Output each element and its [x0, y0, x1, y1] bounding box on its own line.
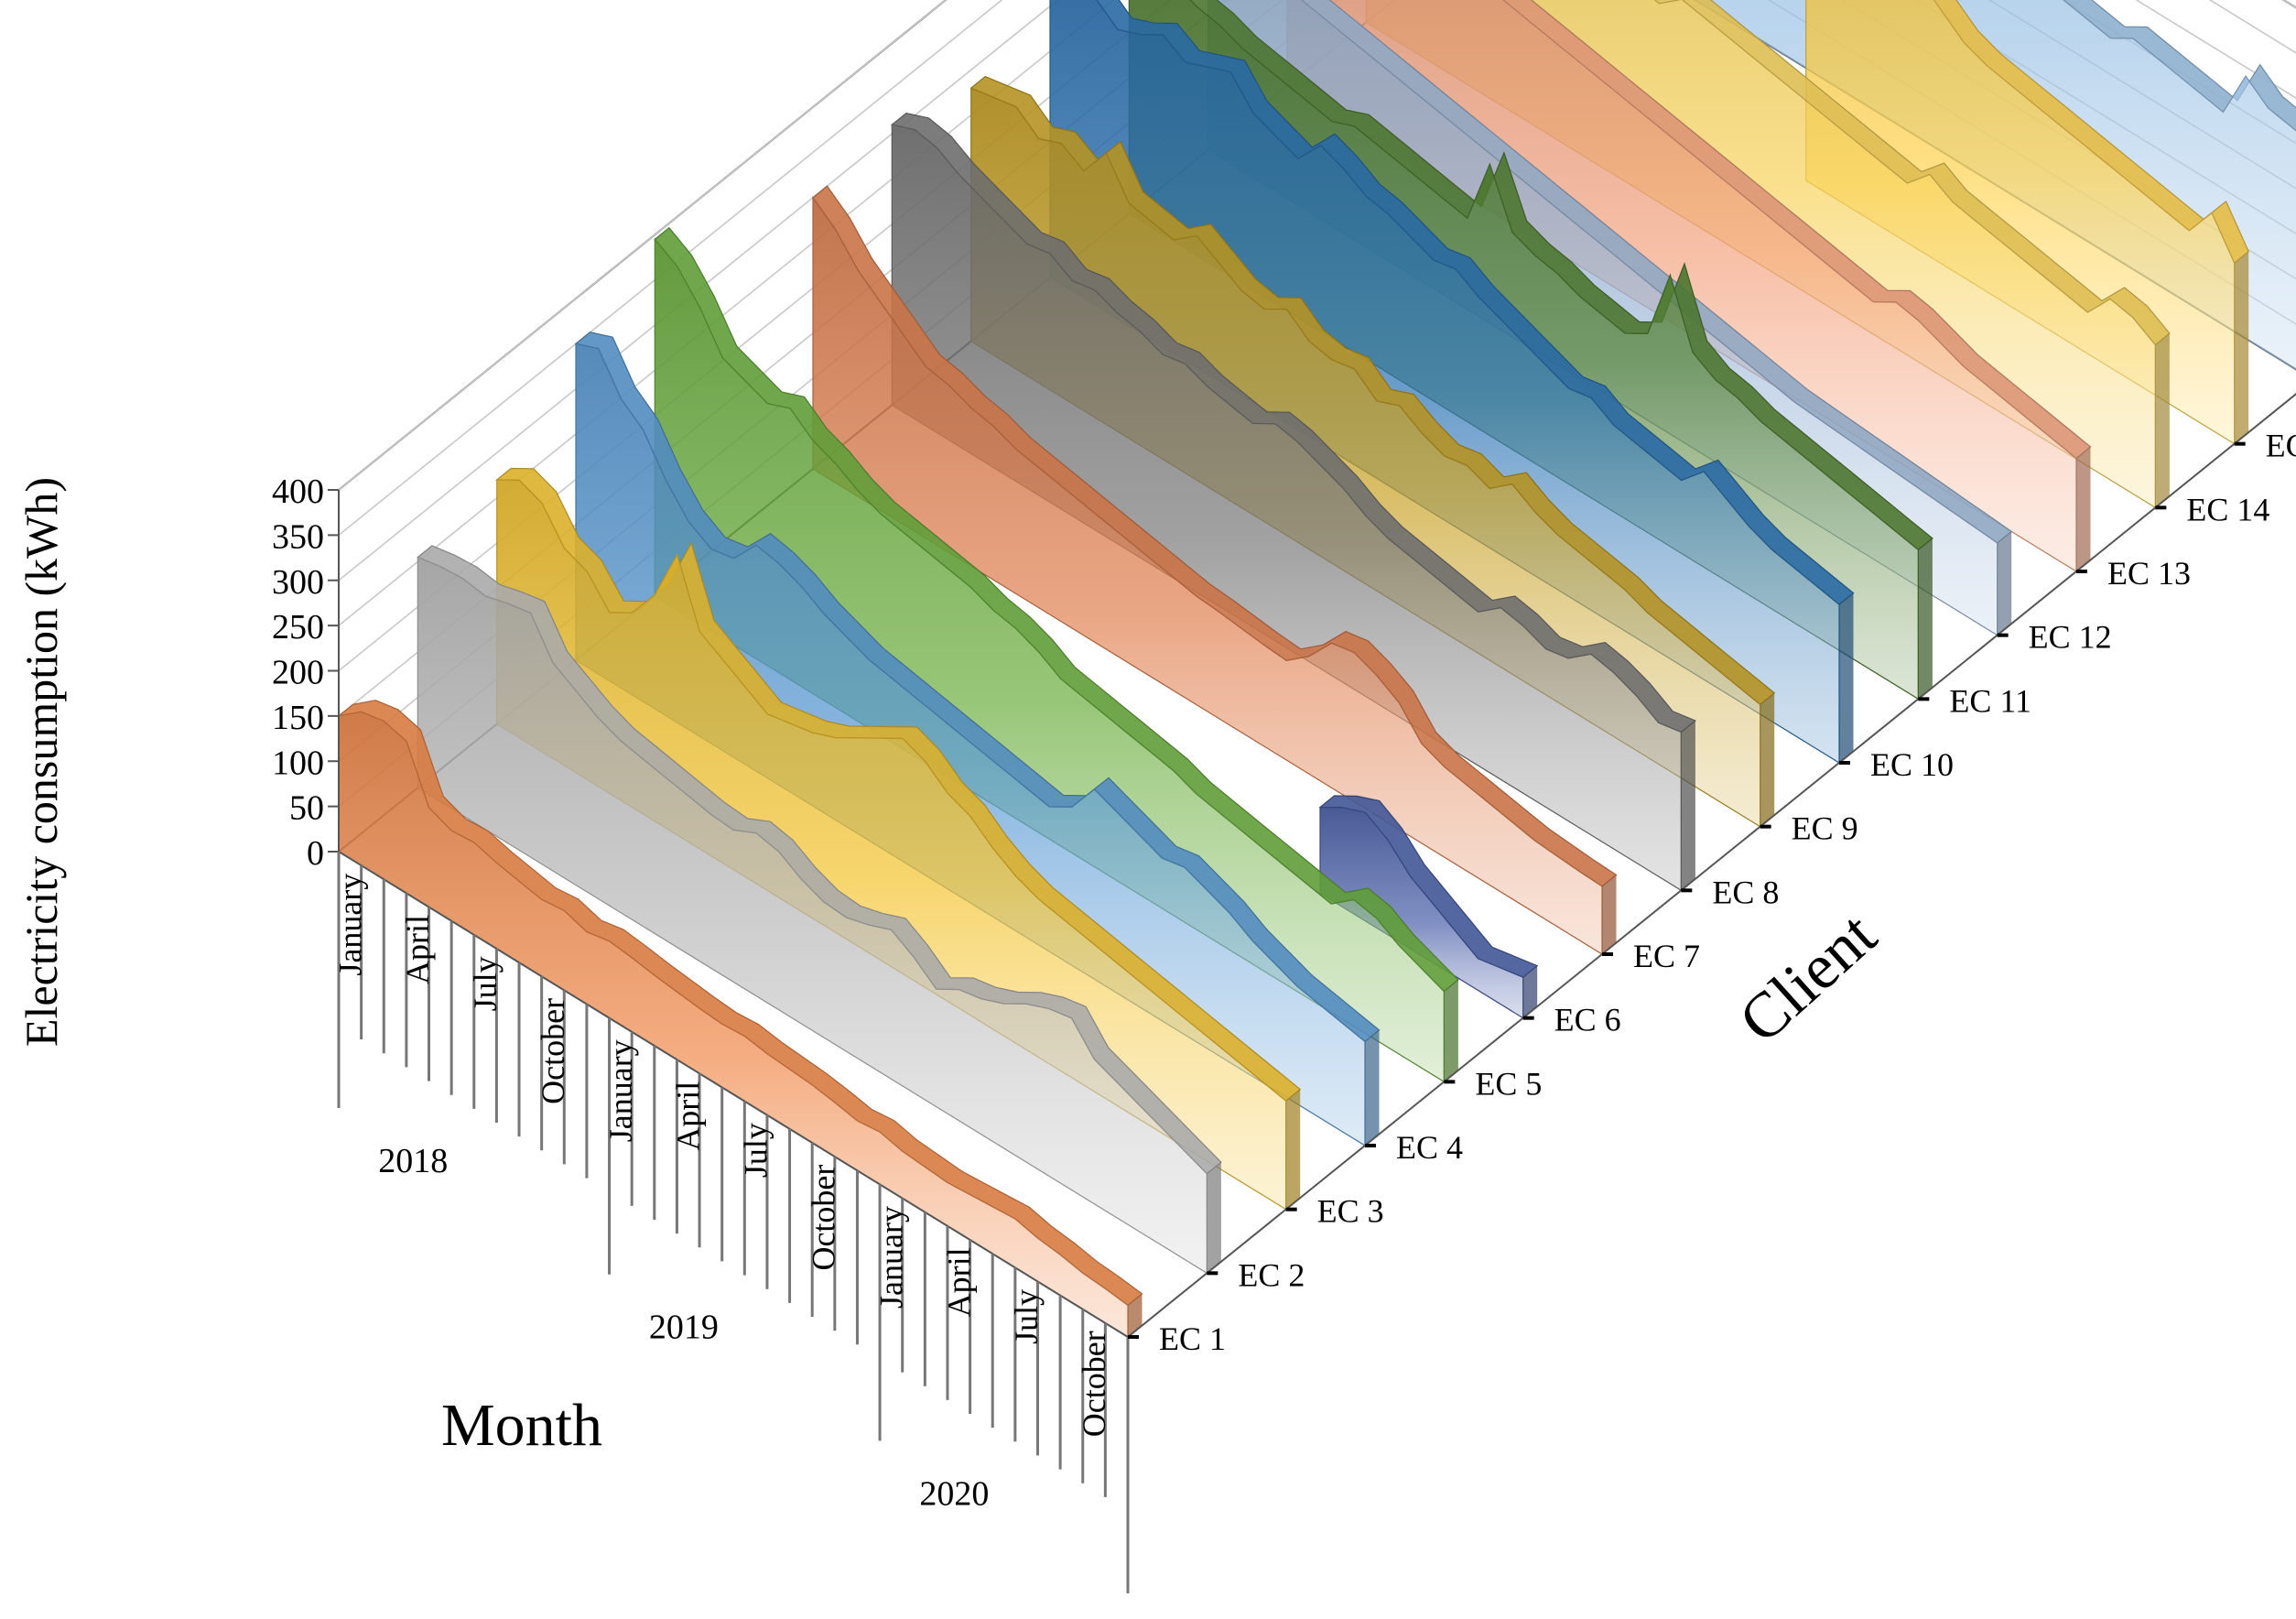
year-label: 2019: [649, 1309, 719, 1347]
ribbon-end: [1285, 1089, 1301, 1210]
gridline: [338, 0, 2296, 491]
y-tick-label: 50: [289, 789, 324, 828]
ribbon-end: [1997, 531, 2012, 636]
gridline: [338, 0, 2296, 537]
y-tick-label: 200: [272, 654, 324, 692]
month-tick-label: January: [331, 874, 368, 976]
series-ribbon-ec-6: [1318, 795, 1539, 1019]
ribbon-end: [1444, 980, 1458, 1082]
client-tick-label: EC 2: [1238, 1256, 1305, 1293]
y-tick-label: 400: [272, 473, 324, 511]
ribbon-end: [2234, 251, 2249, 444]
ribbon-end: [1760, 692, 1775, 827]
client-tick-label: EC 9: [1792, 810, 1858, 847]
ribbon-face: [812, 195, 1603, 956]
month-tick-label: July: [467, 956, 504, 1011]
client-tick-label: EC 1: [1159, 1320, 1226, 1357]
month-tick-label: April: [670, 1081, 707, 1151]
ribbon-end: [1128, 1293, 1143, 1337]
year-label: 2020: [919, 1474, 989, 1513]
ribbon-end: [1839, 592, 1854, 763]
y-tick-label: 100: [272, 744, 324, 782]
ribbon-face: [891, 124, 1682, 892]
ribbon-face: [338, 711, 1129, 1339]
month-tick-label: July: [1008, 1289, 1045, 1344]
series-ribbon-ec-10: [1049, 0, 1855, 765]
ribbon-face: [654, 237, 1445, 1083]
client-tick-label: EC 3: [1317, 1193, 1384, 1230]
ribbon-end: [1602, 875, 1617, 954]
y-tick-label: 350: [272, 517, 324, 556]
series-ribbon-ec-7: [812, 185, 1618, 956]
client-tick-label: EC 15: [2266, 428, 2296, 464]
client-tick-label: EC 11: [1949, 682, 2031, 719]
ribbon-end: [1681, 721, 1695, 891]
ribbon-end: [1207, 1162, 1221, 1274]
month-tick-label: October: [1076, 1331, 1112, 1437]
series-ribbon-ec-5: [654, 226, 1459, 1083]
series-ribbon-ec-2: [417, 545, 1222, 1275]
ribbon-end: [1918, 538, 1933, 700]
ribbon-end: [2076, 447, 2091, 571]
client-tick-label: EC 7: [1633, 938, 1700, 974]
series-ribbon-ec-4: [574, 331, 1381, 1147]
ribbon-face: [575, 342, 1366, 1147]
series-ribbon-ec-1: [338, 700, 1143, 1339]
month-tick-label: April: [940, 1247, 977, 1317]
client-tick-label: EC 8: [1712, 874, 1779, 910]
client-tick-label: EC 12: [2029, 619, 2112, 656]
client-tick-label: EC 5: [1475, 1065, 1542, 1102]
month-tick-label: April: [399, 915, 436, 984]
client-tick-label: EC 10: [1870, 746, 1954, 783]
axis-labels: 0 50 100 150 200 250 300 350 400 Electricity cons…: [16, 428, 2296, 1514]
client-tick-label: EC 13: [2107, 555, 2191, 592]
year-label: 2018: [378, 1142, 448, 1180]
y-axis-title: Electricity consumption (kWh): [16, 477, 67, 1047]
ribbon-end: [1522, 965, 1538, 1018]
client-tick-label: EC 4: [1396, 1129, 1463, 1166]
month-tick-label: October: [535, 998, 571, 1104]
gridline: [338, 0, 2296, 581]
month-tick-label: January: [602, 1039, 639, 1142]
x-axis-line: [338, 851, 1129, 1338]
y-tick-label: 0: [307, 834, 324, 873]
ribbon-face: [1049, 0, 1840, 765]
client-tick-label: EC 14: [2186, 491, 2269, 527]
month-tick-label: January: [872, 1206, 909, 1309]
client-axis-title: Client: [1727, 899, 1890, 1057]
ribbon-end: [2155, 333, 2170, 508]
axes: [328, 393, 2296, 1593]
x-axis-title: Month: [441, 1392, 602, 1459]
series-ribbons: [338, 0, 2296, 1339]
y-tick-label: 250: [272, 608, 324, 647]
y-tick-label: 300: [272, 563, 324, 602]
y-tick-label: 150: [272, 699, 324, 737]
client-axis-line: [1127, 393, 2296, 1338]
month-tick-label: October: [806, 1165, 842, 1271]
series-ribbon-ec-8: [890, 113, 1697, 892]
ribbon-face: [417, 556, 1208, 1275]
client-tick-label: EC 6: [1554, 1002, 1621, 1038]
ribbon-end: [1365, 1029, 1380, 1146]
month-tick-label: July: [738, 1123, 774, 1178]
gridline: [338, 0, 2296, 626]
